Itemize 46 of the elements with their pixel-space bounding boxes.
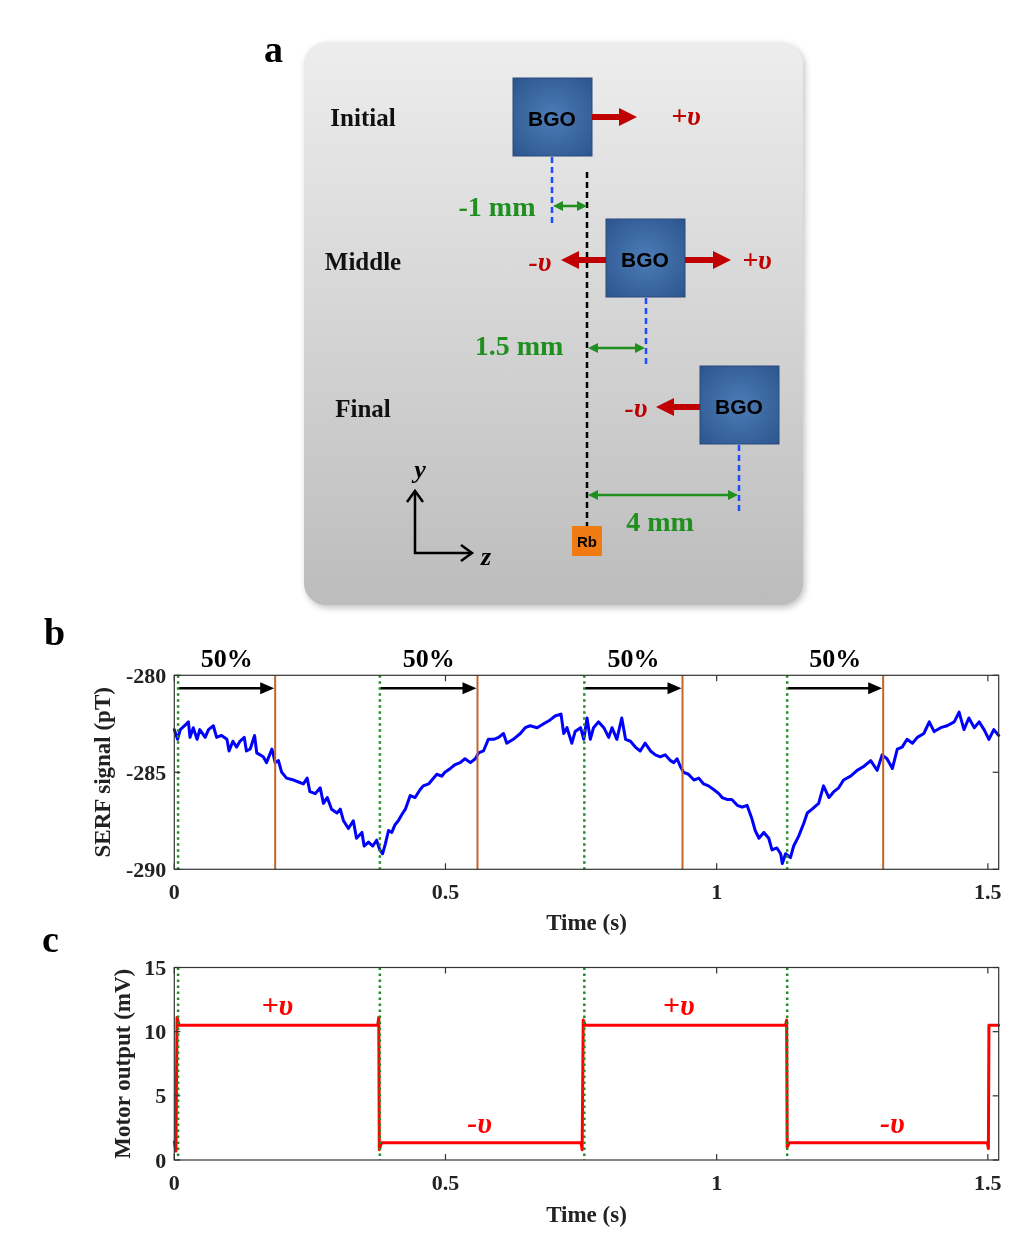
- y-axis-title: SERF signal (pT): [89, 687, 115, 858]
- y-tick-label: 15: [144, 955, 167, 980]
- text: Rb: [577, 532, 597, 550]
- x-tick-label: 0.5: [431, 879, 460, 905]
- y-tick-label: -285: [125, 759, 167, 785]
- annotation: -υ: [467, 1105, 492, 1139]
- text: Final: [335, 394, 391, 422]
- text: -υ: [624, 391, 648, 423]
- line-series: [172, 1016, 1001, 1153]
- text: BGO: [621, 247, 669, 271]
- text: -1 mm: [458, 190, 536, 222]
- text: y: [411, 454, 427, 484]
- y-tick-label: 10: [144, 1019, 167, 1045]
- text: BGO: [528, 106, 576, 130]
- text: Middle: [324, 247, 402, 275]
- annotation: +υ: [662, 988, 695, 1022]
- text: a: [264, 28, 283, 70]
- text: 1.5 mm: [474, 329, 564, 361]
- text: 50%: [809, 644, 862, 674]
- text: 50%: [200, 644, 253, 674]
- line-series: [172, 710, 1001, 865]
- text: z: [479, 541, 492, 571]
- x-tick-label: 1: [711, 1170, 723, 1195]
- x-axis-title: Time (s): [546, 1202, 627, 1227]
- text: +υ: [742, 243, 772, 275]
- x-tick-label: 0.5: [431, 1170, 460, 1195]
- x-axis-title: Time (s): [546, 910, 627, 935]
- annotation: +υ: [261, 988, 294, 1022]
- chart-title: c: [42, 918, 59, 960]
- annotation: -υ: [880, 1105, 905, 1139]
- y-tick-label: -280: [125, 662, 167, 688]
- text: 4 mm: [626, 505, 694, 537]
- x-tick-label: 1.5: [974, 879, 1002, 905]
- text: -υ: [528, 245, 552, 277]
- text: 50%: [607, 644, 660, 674]
- x-tick-label: 1: [711, 879, 723, 905]
- y-tick-label: 0: [155, 1147, 167, 1173]
- text: +υ: [671, 99, 701, 131]
- text: BGO: [715, 394, 763, 418]
- y-tick-label: -290: [125, 856, 167, 882]
- y-tick-label: 5: [155, 1083, 167, 1109]
- text: 50%: [402, 644, 455, 674]
- text: Initial: [330, 103, 396, 131]
- y-axis-title: Motor output (mV): [109, 968, 135, 1159]
- chart-title: b: [44, 611, 66, 653]
- x-tick-label: 1.5: [974, 1170, 1002, 1195]
